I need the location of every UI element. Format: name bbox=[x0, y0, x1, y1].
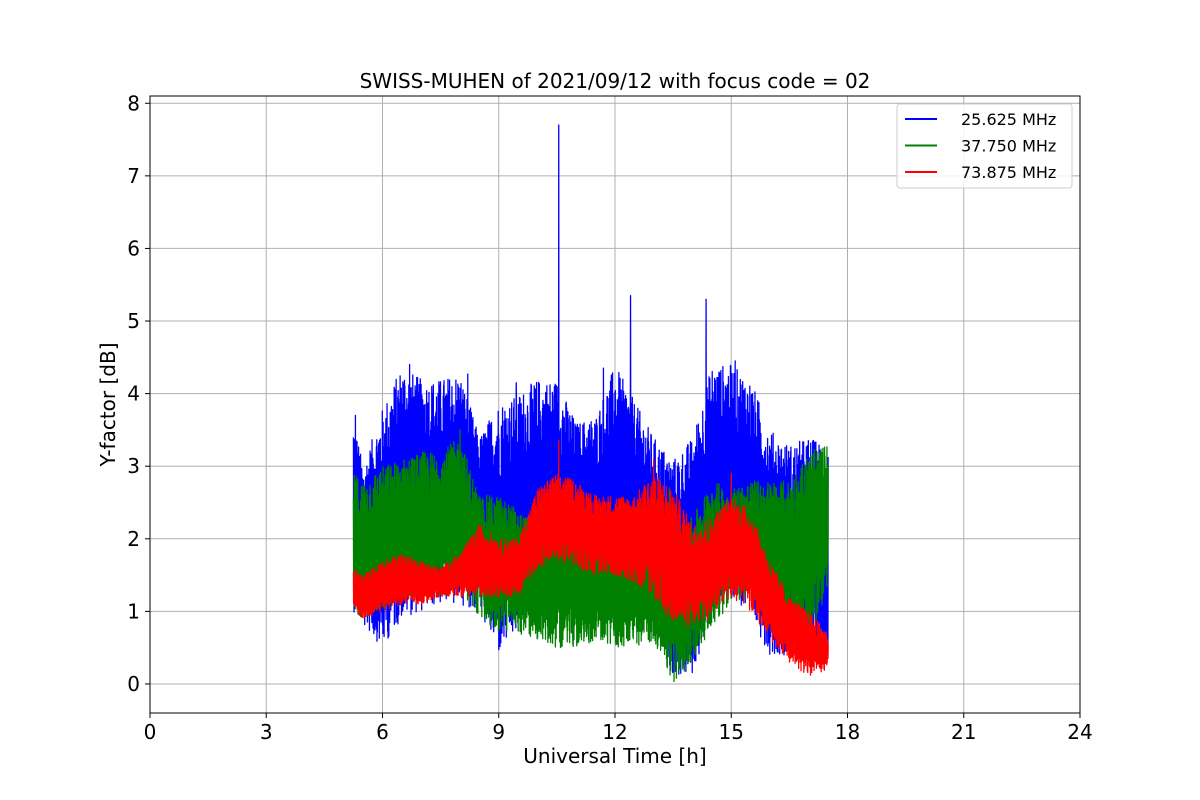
x-tick-label: 15 bbox=[719, 720, 744, 744]
y-tick-label: 8 bbox=[127, 91, 140, 115]
x-axis: 0 3 6 9 12 15 18 21 24 bbox=[144, 713, 1093, 744]
legend-label: 37.750 MHz bbox=[961, 137, 1056, 156]
y-tick-label: 7 bbox=[127, 164, 140, 188]
chart-title: SWISS-MUHEN of 2021/09/12 with focus cod… bbox=[360, 69, 871, 93]
x-tick-label: 9 bbox=[492, 720, 505, 744]
y-tick-label: 5 bbox=[127, 309, 140, 333]
legend-label: 25.625 MHz bbox=[961, 110, 1056, 129]
plot-area bbox=[352, 124, 829, 683]
series-line-1 bbox=[352, 124, 829, 675]
legend-box bbox=[896, 103, 1073, 189]
x-axis-label: Universal Time [h] bbox=[523, 744, 706, 768]
y-tick-label: 2 bbox=[127, 527, 140, 551]
legend: 25.625 MHz 37.750 MHz 73.875 MHz bbox=[896, 103, 1073, 189]
x-tick-label: 0 bbox=[144, 720, 157, 744]
series-line-3 bbox=[352, 440, 829, 676]
y-axis: 0 1 2 3 4 5 6 7 8 bbox=[127, 91, 150, 696]
x-tick-label: 21 bbox=[951, 720, 976, 744]
legend-label: 73.875 MHz bbox=[961, 163, 1056, 182]
y-tick-label: 0 bbox=[127, 672, 140, 696]
x-tick-label: 18 bbox=[835, 720, 860, 744]
x-tick-label: 12 bbox=[602, 720, 627, 744]
y-tick-label: 3 bbox=[127, 454, 140, 478]
x-tick-label: 6 bbox=[376, 720, 389, 744]
x-tick-label: 24 bbox=[1067, 720, 1092, 744]
y-tick-label: 4 bbox=[127, 382, 140, 406]
y-tick-label: 6 bbox=[127, 236, 140, 260]
y-axis-label: Y-factor [dB] bbox=[96, 342, 120, 467]
y-tick-label: 1 bbox=[127, 599, 140, 623]
x-tick-label: 3 bbox=[260, 720, 273, 744]
